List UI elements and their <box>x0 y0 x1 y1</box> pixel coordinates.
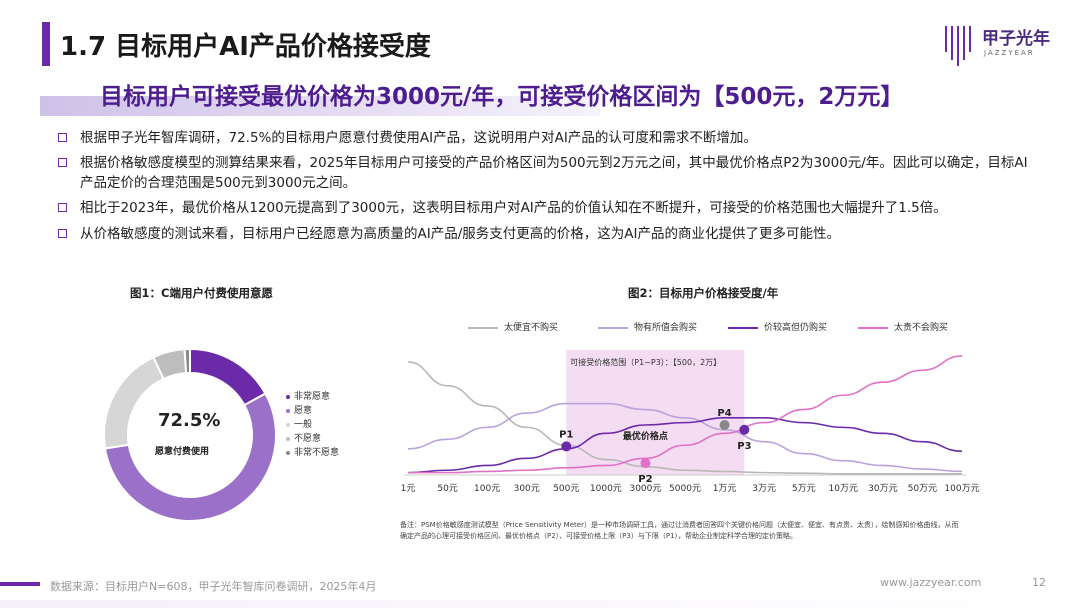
x-tick-label: 3000元 <box>629 484 661 494</box>
donut-legend: 非常愿意愿意一般不愿意非常不愿意 <box>286 390 339 460</box>
point-label: P2 <box>638 474 652 485</box>
legend-line-icon <box>598 326 628 329</box>
donut-legend-item: 非常愿意 <box>286 390 339 404</box>
legend-line-icon <box>858 326 888 329</box>
x-tick-label: 100元 <box>474 484 500 494</box>
line-legend: 太便宜不购买 物有所值会购买 价较高但仍购买 太贵不会购买 <box>468 320 988 334</box>
legend-dot-icon <box>286 408 290 413</box>
bullet-square-icon <box>58 133 67 142</box>
legend-line-icon <box>728 326 758 329</box>
legend-label: 愿意 <box>294 406 313 416</box>
point-p3 <box>739 424 750 435</box>
point-sublabel: 最优价格点 <box>623 430 668 442</box>
donut-legend-item: 非常不愿意 <box>286 446 339 460</box>
logo-text: 甲子光年 <box>982 29 1050 49</box>
legend-label: 一般 <box>294 420 313 430</box>
donut-legend-item: 不愿意 <box>286 432 339 446</box>
donut-slice-0 <box>189 347 267 407</box>
x-tick-label: 500元 <box>553 484 579 494</box>
x-tick-label: 10万元 <box>829 484 858 494</box>
legend-line-icon <box>468 326 498 329</box>
legend-label: 物有所值会购买 <box>634 323 698 333</box>
x-tick-label: 5000元 <box>669 484 701 494</box>
legend-dot-icon <box>286 436 290 441</box>
range-label: 可接受价格范围（P1~P3）：【500，2万】 <box>570 357 721 367</box>
x-tick-label: 3万元 <box>752 484 776 494</box>
x-tick-label: 100万元 <box>944 484 979 494</box>
legend-label: 不愿意 <box>294 434 322 444</box>
series-line-1 <box>407 402 963 473</box>
x-tick-label: 1万元 <box>713 484 737 494</box>
point-p4 <box>719 420 730 430</box>
line-legend-item: 太便宜不购买 <box>468 320 558 333</box>
x-tick-label: 50万元 <box>908 484 937 494</box>
bullet-square-icon <box>58 203 67 212</box>
line-legend-item: 物有所值会购买 <box>598 320 697 333</box>
x-tick-label: 1元 <box>401 484 416 494</box>
donut-slice-4 <box>183 347 191 375</box>
bullet-item: 根据价格敏感度模型的测算结果来看，2025年目标用户可接受的产品价格区间为500… <box>58 153 1038 193</box>
bullet-text: 相比于2023年，最优价格从1200元提高到了3000元，这表明目标用户对AI产… <box>80 200 947 216</box>
line-legend-item: 太贵不会购买 <box>858 320 948 333</box>
donut-slice-1 <box>103 392 277 522</box>
title-accent-bar <box>42 22 50 66</box>
bullet-text: 根据价格敏感度模型的测算结果来看，2025年目标用户可接受的产品价格区间为500… <box>80 155 1028 191</box>
chart-note: 备注：PSM价格敏感度测试模型（Price Sensitivity Meter）… <box>400 521 959 540</box>
point-p1 <box>561 441 572 452</box>
donut-legend-item: 一般 <box>286 418 339 432</box>
series-line-0 <box>407 361 962 475</box>
point-p2 <box>640 458 651 469</box>
line-chart: 可接受价格范围（P1~P3）：【500，2万】 1元 50元 100元 300元 500元… <box>401 350 980 494</box>
line-legend-item: 价较高但仍购买 <box>728 320 827 333</box>
point-label: P1 <box>559 429 573 440</box>
legend-dot-icon <box>286 422 290 427</box>
page-number: 12 <box>1032 576 1046 589</box>
bullet-item: 根据甲子光年智库调研，72.5%的目标用户愿意付费使用AI产品，这说明用户对AI… <box>58 128 1038 148</box>
subtitle-highlight <box>40 96 600 116</box>
donut-legend-item: 愿意 <box>286 404 339 418</box>
x-tick-label: 5万元 <box>792 484 816 494</box>
bullet-text: 根据甲子光年智库调研，72.5%的目标用户愿意付费使用AI产品，这说明用户对AI… <box>80 130 757 146</box>
bullet-text: 从价格敏感度的测试来看，目标用户已经愿意为高质量的AI产品/服务支付更高的价格，… <box>80 226 840 242</box>
legend-label: 太贵不会购买 <box>894 323 949 333</box>
bullet-item: 从价格敏感度的测试来看，目标用户已经愿意为高质量的AI产品/服务支付更高的价格，… <box>58 224 1038 244</box>
acceptable-range-band <box>566 350 745 475</box>
x-tick-label: 1000元 <box>590 484 622 494</box>
donut-center-value: 72.5% <box>158 410 221 431</box>
figure1-title: 图1：C端用户付费使用意愿 <box>130 286 273 300</box>
website-link[interactable]: www.jazzyear.com <box>880 576 982 589</box>
legend-dot-icon <box>286 450 290 455</box>
bullet-item: 相比于2023年，最优价格从1200元提高到了3000元，这表明目标用户对AI产… <box>58 198 1038 218</box>
legend-label: 太便宜不购买 <box>504 323 559 333</box>
point-label: P4 <box>717 408 731 419</box>
donut-center-label: 愿意付费使用 <box>155 447 210 457</box>
logo-subtext: JAZZYEAR <box>984 49 1035 57</box>
donut-slice-2 <box>103 355 165 450</box>
legend-label: 非常不愿意 <box>294 448 340 458</box>
footer-band <box>0 600 1080 608</box>
point-label: P3 <box>737 441 751 452</box>
logo-icon <box>945 26 971 66</box>
x-tick-label: 30万元 <box>868 484 897 494</box>
subtitle: 目标用户可接受最优价格为3000元/年，可接受价格区间为【500元，2万元】 <box>100 84 904 110</box>
series-line-2 <box>407 417 963 474</box>
figure2-title: 图2：目标用户价格接受度/年 <box>628 286 779 300</box>
legend-dot-icon <box>286 394 290 399</box>
legend-label: 非常愿意 <box>294 392 331 402</box>
x-tick-label: 300元 <box>514 484 540 494</box>
donut-chart <box>103 347 277 522</box>
legend-label: 价较高但仍购买 <box>764 323 828 333</box>
bullet-square-icon <box>58 229 67 238</box>
footer-accent-bar <box>0 582 40 586</box>
page-title: 1.7 目标用户AI产品价格接受度 <box>60 32 431 62</box>
data-source: 数据来源：目标用户N=608，甲子光年智库问卷调研，2025年4月 <box>50 580 377 593</box>
x-tick-label: 50元 <box>437 484 457 494</box>
bullet-square-icon <box>58 158 67 167</box>
series-line-3 <box>407 355 963 474</box>
